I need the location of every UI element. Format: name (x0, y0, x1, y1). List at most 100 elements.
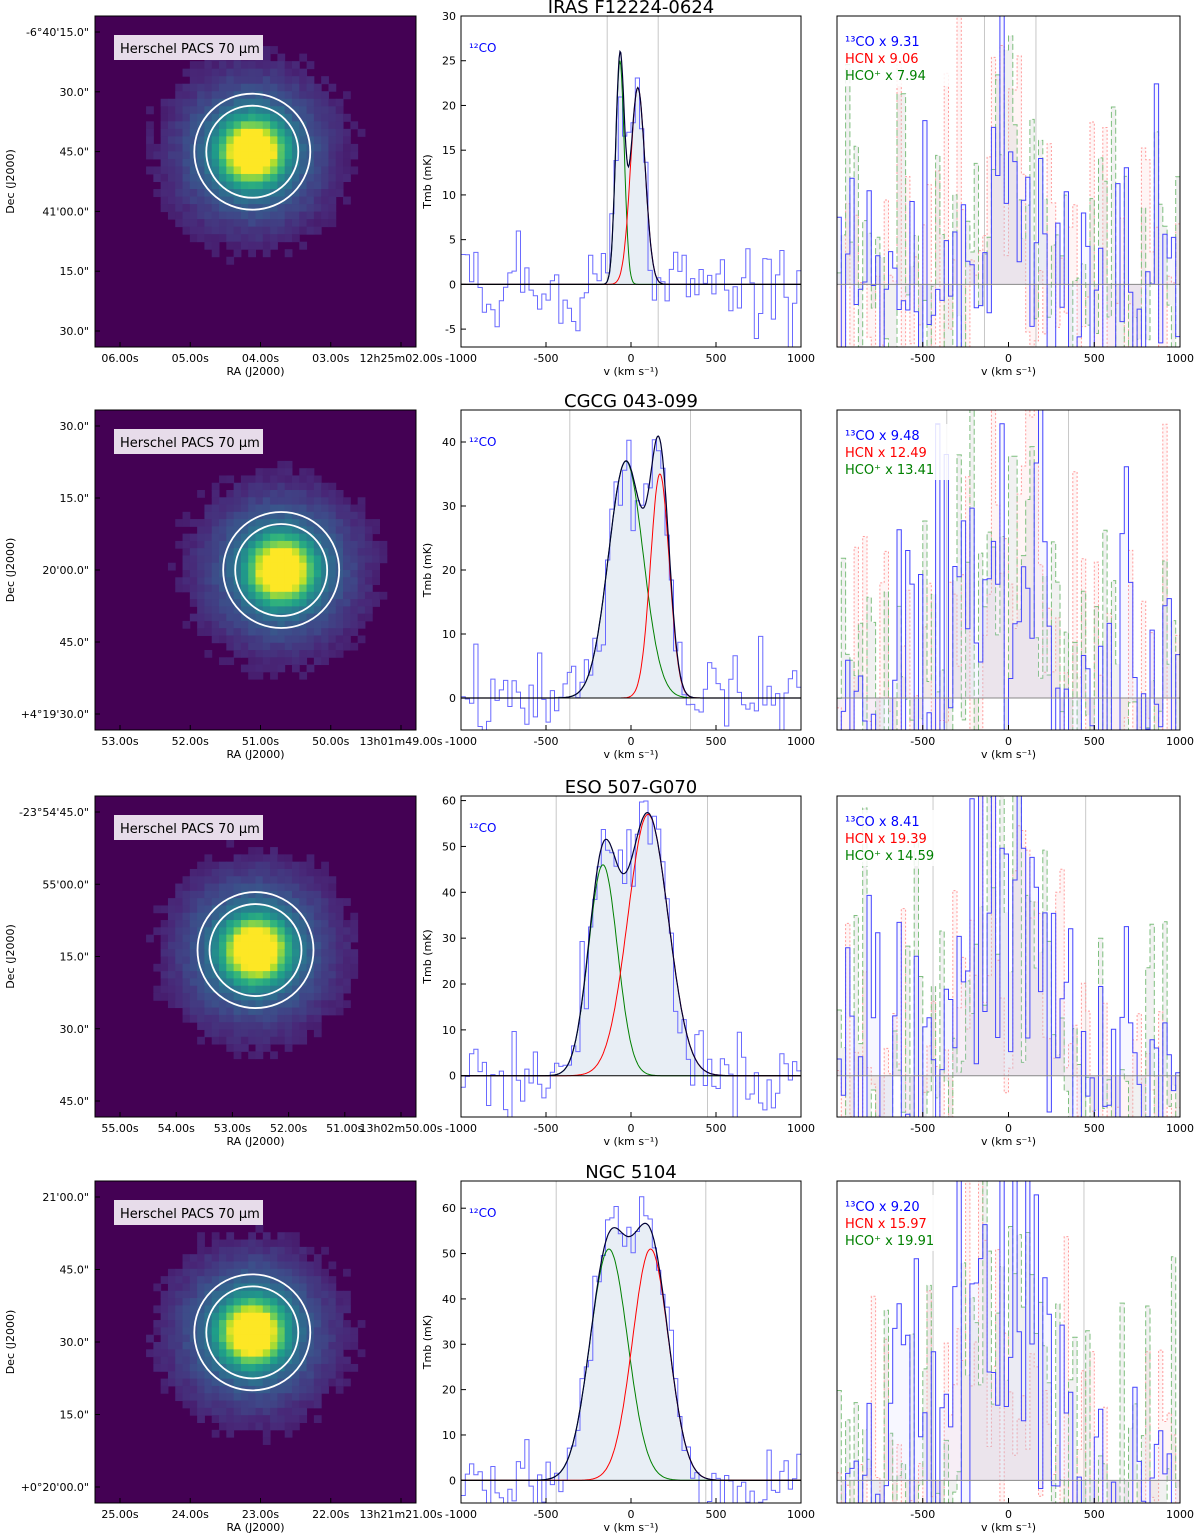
map-pixel (284, 1246, 293, 1255)
map-pixel (175, 956, 184, 965)
co12-ytick-label: 25 (442, 55, 456, 68)
map-pixel (240, 504, 249, 513)
map-pixel (233, 584, 242, 593)
map-pixel (219, 196, 227, 205)
map-pixel (313, 1342, 322, 1350)
map-pixel (284, 868, 293, 877)
map-pixel (357, 526, 366, 535)
map-pixel (211, 482, 220, 491)
hcn-prefix: HCN x (845, 52, 890, 67)
map-pixel (240, 241, 249, 250)
map-pixel (335, 591, 344, 600)
map-pixel (248, 1400, 256, 1409)
map-pixel (204, 1400, 213, 1409)
map-xtick-label: 54.00s (158, 1122, 195, 1135)
hcop-legend: HCO⁺ x 14.59 (845, 849, 934, 864)
map-pixel (211, 963, 220, 972)
map-pixel (211, 181, 220, 190)
map-pixel (262, 68, 271, 77)
map-pixel (277, 519, 286, 527)
map-pixel (189, 1342, 198, 1350)
map-pixel (255, 234, 264, 243)
map-pixel (233, 905, 242, 914)
map-pixel (240, 533, 249, 542)
map-pixel (248, 83, 256, 92)
map-pixel (197, 1363, 205, 1372)
map-pixel (284, 1429, 293, 1438)
map-pixel (211, 1312, 220, 1321)
map-pixel (248, 1305, 256, 1314)
map-pixel (240, 128, 249, 137)
map-pixel (248, 548, 256, 556)
map-pixel (219, 1290, 227, 1299)
co12-legend: ¹²CO (469, 41, 496, 55)
map-pixel (299, 1298, 308, 1306)
map-pixel (299, 128, 308, 137)
map-pixel (277, 482, 286, 491)
map-pixel (284, 854, 293, 863)
map-pixel (357, 497, 366, 506)
map-pixel (240, 905, 249, 914)
map-pixel (233, 1051, 242, 1060)
map-pixel (226, 91, 235, 100)
map-pixel (306, 1000, 315, 1009)
map-pixel (197, 861, 205, 870)
map-pixel (299, 570, 308, 578)
map-pixel (328, 1298, 337, 1306)
map-pixel (284, 1022, 293, 1030)
map-pixel (248, 927, 256, 936)
co12-xtick-label: -1000 (445, 1508, 477, 1521)
map-pixel (328, 898, 337, 906)
map-pixel (335, 1385, 344, 1394)
map-pixel (270, 562, 278, 571)
map-pixel (240, 949, 249, 957)
map-pixel (350, 599, 359, 607)
map-pixel (240, 98, 249, 107)
map-pixel (233, 912, 242, 921)
map-pixel (299, 905, 308, 914)
map-pixel (321, 883, 329, 892)
map-pixel (291, 1415, 300, 1423)
map-pixel (335, 599, 344, 607)
map-pixel (335, 642, 344, 651)
map-pixel (204, 1261, 213, 1270)
map-pixel (248, 136, 256, 145)
map-pixel (211, 504, 220, 513)
map-pixel (335, 992, 344, 1001)
map-pixel (299, 963, 308, 972)
map-pixel (240, 883, 249, 892)
map-pixel (350, 570, 359, 578)
map-pixel (226, 1029, 235, 1038)
map-pixel (255, 83, 264, 92)
map-pixel (262, 642, 271, 651)
co12-legend: ¹²CO (469, 821, 496, 835)
hcn-prefix: HCN x (845, 832, 890, 847)
map-pixel (306, 1356, 315, 1365)
map-pixel (160, 985, 169, 994)
map-pixel (306, 76, 315, 85)
map-pixel (313, 113, 322, 122)
map-pixel (167, 1371, 176, 1380)
map-pixel (299, 1283, 308, 1292)
map-pixel (233, 570, 242, 578)
map-pixel (270, 861, 278, 870)
map-pixel (357, 548, 366, 556)
map-pixel (270, 1400, 278, 1409)
map-pixel (262, 657, 271, 666)
map-pixel (313, 166, 322, 175)
map-pixel (255, 992, 264, 1001)
map-pixel (197, 128, 205, 137)
map-pixel (248, 219, 256, 228)
map-pixel (328, 1378, 337, 1387)
map-pixel (299, 1371, 308, 1380)
map-pixel (357, 591, 366, 600)
map-pixel (197, 613, 205, 622)
map-pixel (291, 628, 300, 636)
hcop-prefix: HCO⁺ x (845, 1234, 897, 1249)
map-pixel (270, 1407, 278, 1416)
map-label: Herschel PACS 70 μm (120, 42, 260, 57)
map-pixel (262, 1334, 271, 1343)
map-pixel (313, 1007, 322, 1016)
map-pixel (277, 868, 286, 877)
map-pixel (167, 211, 176, 220)
